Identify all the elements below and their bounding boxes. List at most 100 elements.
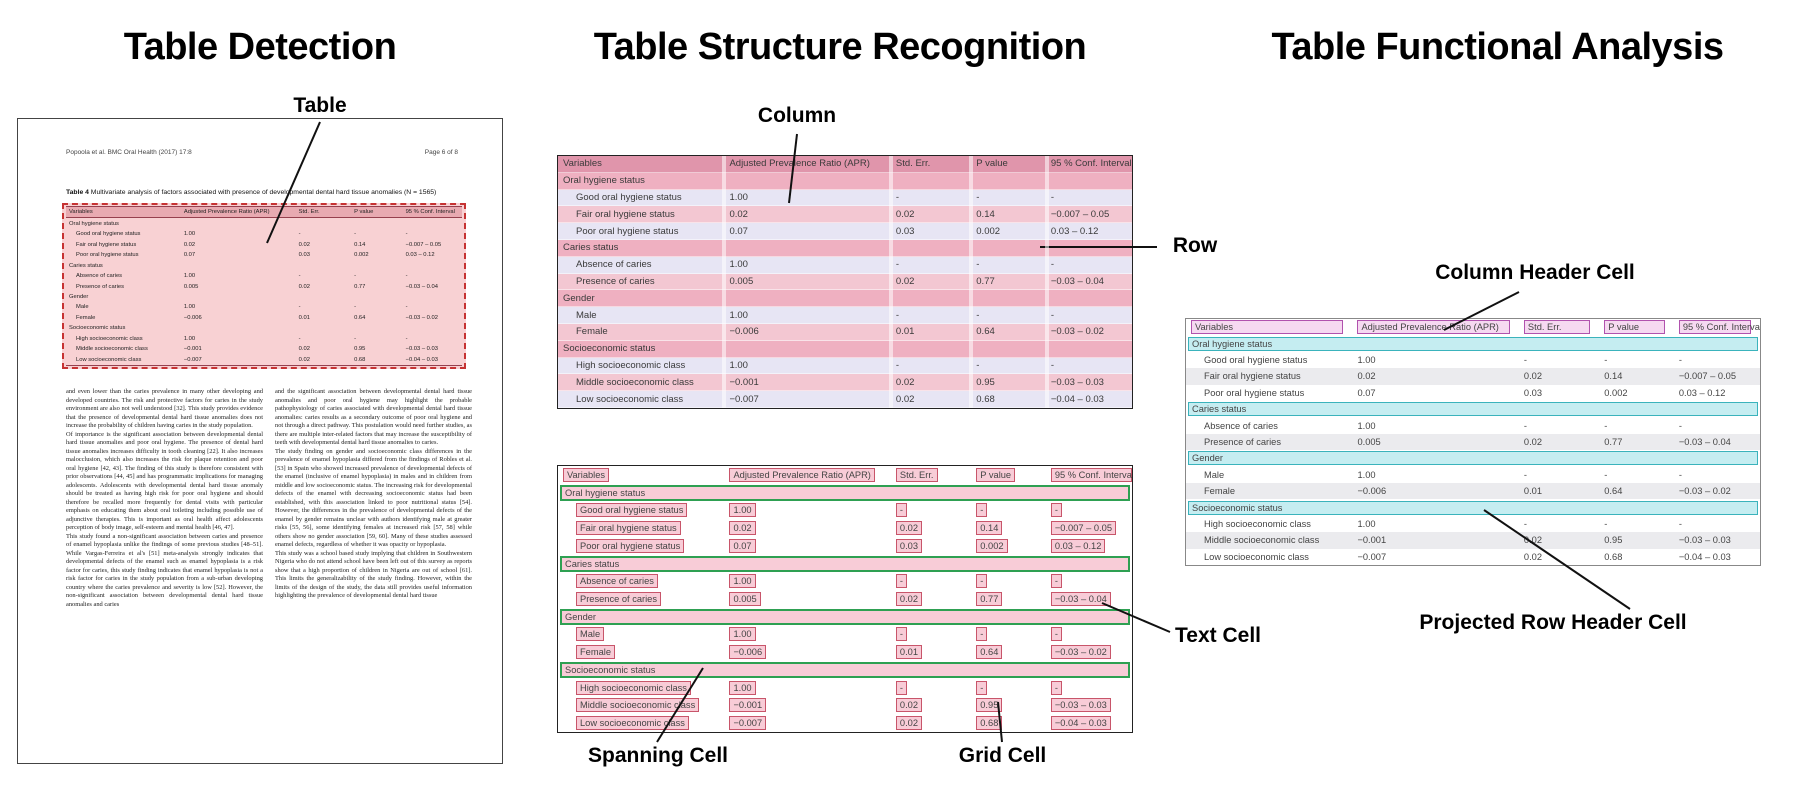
table-cell: - [1046,626,1132,644]
cell-text: - [1050,503,1062,518]
cell-text: 0.14 [1604,371,1623,382]
cell-text: 0.95 [1604,535,1623,546]
table-row: Male 1.00 - - - [558,626,1132,644]
header-row: Variables Adjusted Prevalence Ratio (APR)… [558,156,1132,173]
table-cell: 0.64 [971,324,1046,340]
table-row: Middle socioeconomic class −0.001 0.02 0.95… [558,374,1132,392]
table-cell: 0.002 [971,223,1046,239]
table-cell: - [1599,352,1674,368]
cell-text: - [1050,191,1055,203]
cell-text: −0.007 – 0.05 [1050,208,1110,220]
table-caption: Table 4 Multivariate analysis of factors… [66,189,462,196]
table-cell: Good oral hygiene status [1186,352,1352,368]
cell-text: Female [576,645,616,660]
table-cell: Poor oral hygiene status [66,250,181,260]
table-cell: 0.03 – 0.12 [1674,385,1760,401]
cell-text: 0.03 – 0.12 [1050,538,1106,553]
section-header-row: Socioeconomic status [66,323,462,333]
cell-text: - [405,273,408,280]
table-cell: - [1519,467,1599,483]
cell-text: - [354,304,357,311]
table-row: Absence of caries 1.00 - - - [1186,417,1760,433]
cell-text: −0.03 – 0.02 [1050,326,1104,338]
table-cell: −0.04 – 0.03 [403,355,462,365]
cell-text: Presence of caries [576,275,655,287]
table-cell: Std. Err. [891,466,971,484]
table-cell: −0.001 [1352,532,1518,548]
table-cell: 0.01 [296,313,351,323]
cell-text: 0.07 [1357,387,1376,398]
table-cell: −0.03 – 0.03 [403,344,462,354]
table-cell: 1.00 [181,229,296,239]
cell-text: 0.02 [895,393,915,405]
cell-text: Poor oral hygiene status [1204,387,1305,398]
cell-text: −0.03 – 0.04 [405,283,438,290]
table-row: Fair oral hygiene status 0.02 0.02 0.14 −0.0… [558,206,1132,224]
table-cell: - [1046,358,1132,374]
table-cell: - [1046,257,1132,273]
cell-text: 0.01 [298,314,310,321]
table-cell: Female [66,313,181,323]
table-cell: 0.14 [971,206,1046,222]
table-cell: −0.006 [181,313,296,323]
table-cell: Absence of caries [558,572,724,590]
table-cell: Std. Err. [891,156,971,172]
column-gap-seam [968,156,973,408]
cell-text: 0.68 [354,356,366,363]
table-cell: - [971,501,1046,519]
table-cell: Male [1186,467,1352,483]
cell-text: Oral hygiene status [560,484,1130,501]
cell-text: 0.02 [1523,535,1543,546]
table-cell: 0.68 [971,391,1046,407]
cell-text: - [354,335,357,342]
section-header-row: Socioeconomic status [558,340,1132,358]
table-cell: −0.04 – 0.03 [1046,391,1132,407]
table-cell: Variables [66,207,181,217]
table-cell: −0.03 – 0.04 [1046,274,1132,290]
cell-text: 0.02 [895,716,923,731]
cell-text: Adjusted Prevalence Ratio (APR) [183,209,270,216]
table-cell: - [891,626,971,644]
cell-text: 0.02 [298,356,310,363]
annotation-column-label: Column [757,104,837,127]
section-header-row: Gender [66,292,462,302]
cell-text: −0.007 – 0.05 [1678,371,1737,382]
cell-text: - [976,259,980,271]
table-cell: Middle socioeconomic class [558,374,724,390]
table-row: Presence of caries 0.005 0.02 0.77 −0.03 – 0… [558,590,1132,608]
section-header-row: Oral hygiene status [1186,335,1760,351]
table-row: Middle socioeconomic class −0.001 0.02 0.95… [66,344,462,354]
doc-page-number: Page 6 of 8 [424,149,458,156]
cell-text: Low socioeconomic class [76,356,142,363]
table-row: High socioeconomic class 1.00 - - - [66,334,462,344]
table-cell: −0.006 [1352,483,1518,499]
table-row: Middle socioeconomic class −0.001 0.02 0.95… [558,697,1132,715]
cell-text: −0.03 – 0.04 [1050,592,1111,606]
table-cell: Low socioeconomic class [558,391,724,407]
cell-text: - [1604,420,1608,431]
table-cell: - [971,572,1046,590]
cell-text: −0.006 [183,314,202,321]
cell-text: 0.01 [895,326,915,338]
table-cell: Gender [558,608,1132,626]
cell-text: 1.00 [1357,469,1376,480]
cell-text: - [895,259,900,271]
annotation-table-label: Table [293,94,347,117]
cell-text: - [895,309,900,321]
table-cell: - [1519,352,1599,368]
cell-text: P value [976,467,1016,482]
table-row: Good oral hygiene status 1.00 - - - [558,501,1132,519]
table-row: Poor oral hygiene status 0.07 0.03 0.002 0.0… [1186,385,1760,401]
cell-text: - [1523,519,1528,530]
table-cell: 0.01 [891,643,971,661]
table-cell: −0.03 – 0.04 [403,281,462,291]
cell-text: - [976,309,980,321]
cell-text: 1.00 [729,191,748,203]
title-table-structure-recognition: Table Structure Recognition [593,26,1087,68]
table-cell: High socioeconomic class [558,679,724,697]
cell-text: −0.001 [729,376,759,388]
table-cell: 95 % Conf. Interval [1046,156,1132,172]
cell-text: - [976,191,980,203]
cell-text: - [354,273,357,280]
table-cell: - [971,190,1046,206]
